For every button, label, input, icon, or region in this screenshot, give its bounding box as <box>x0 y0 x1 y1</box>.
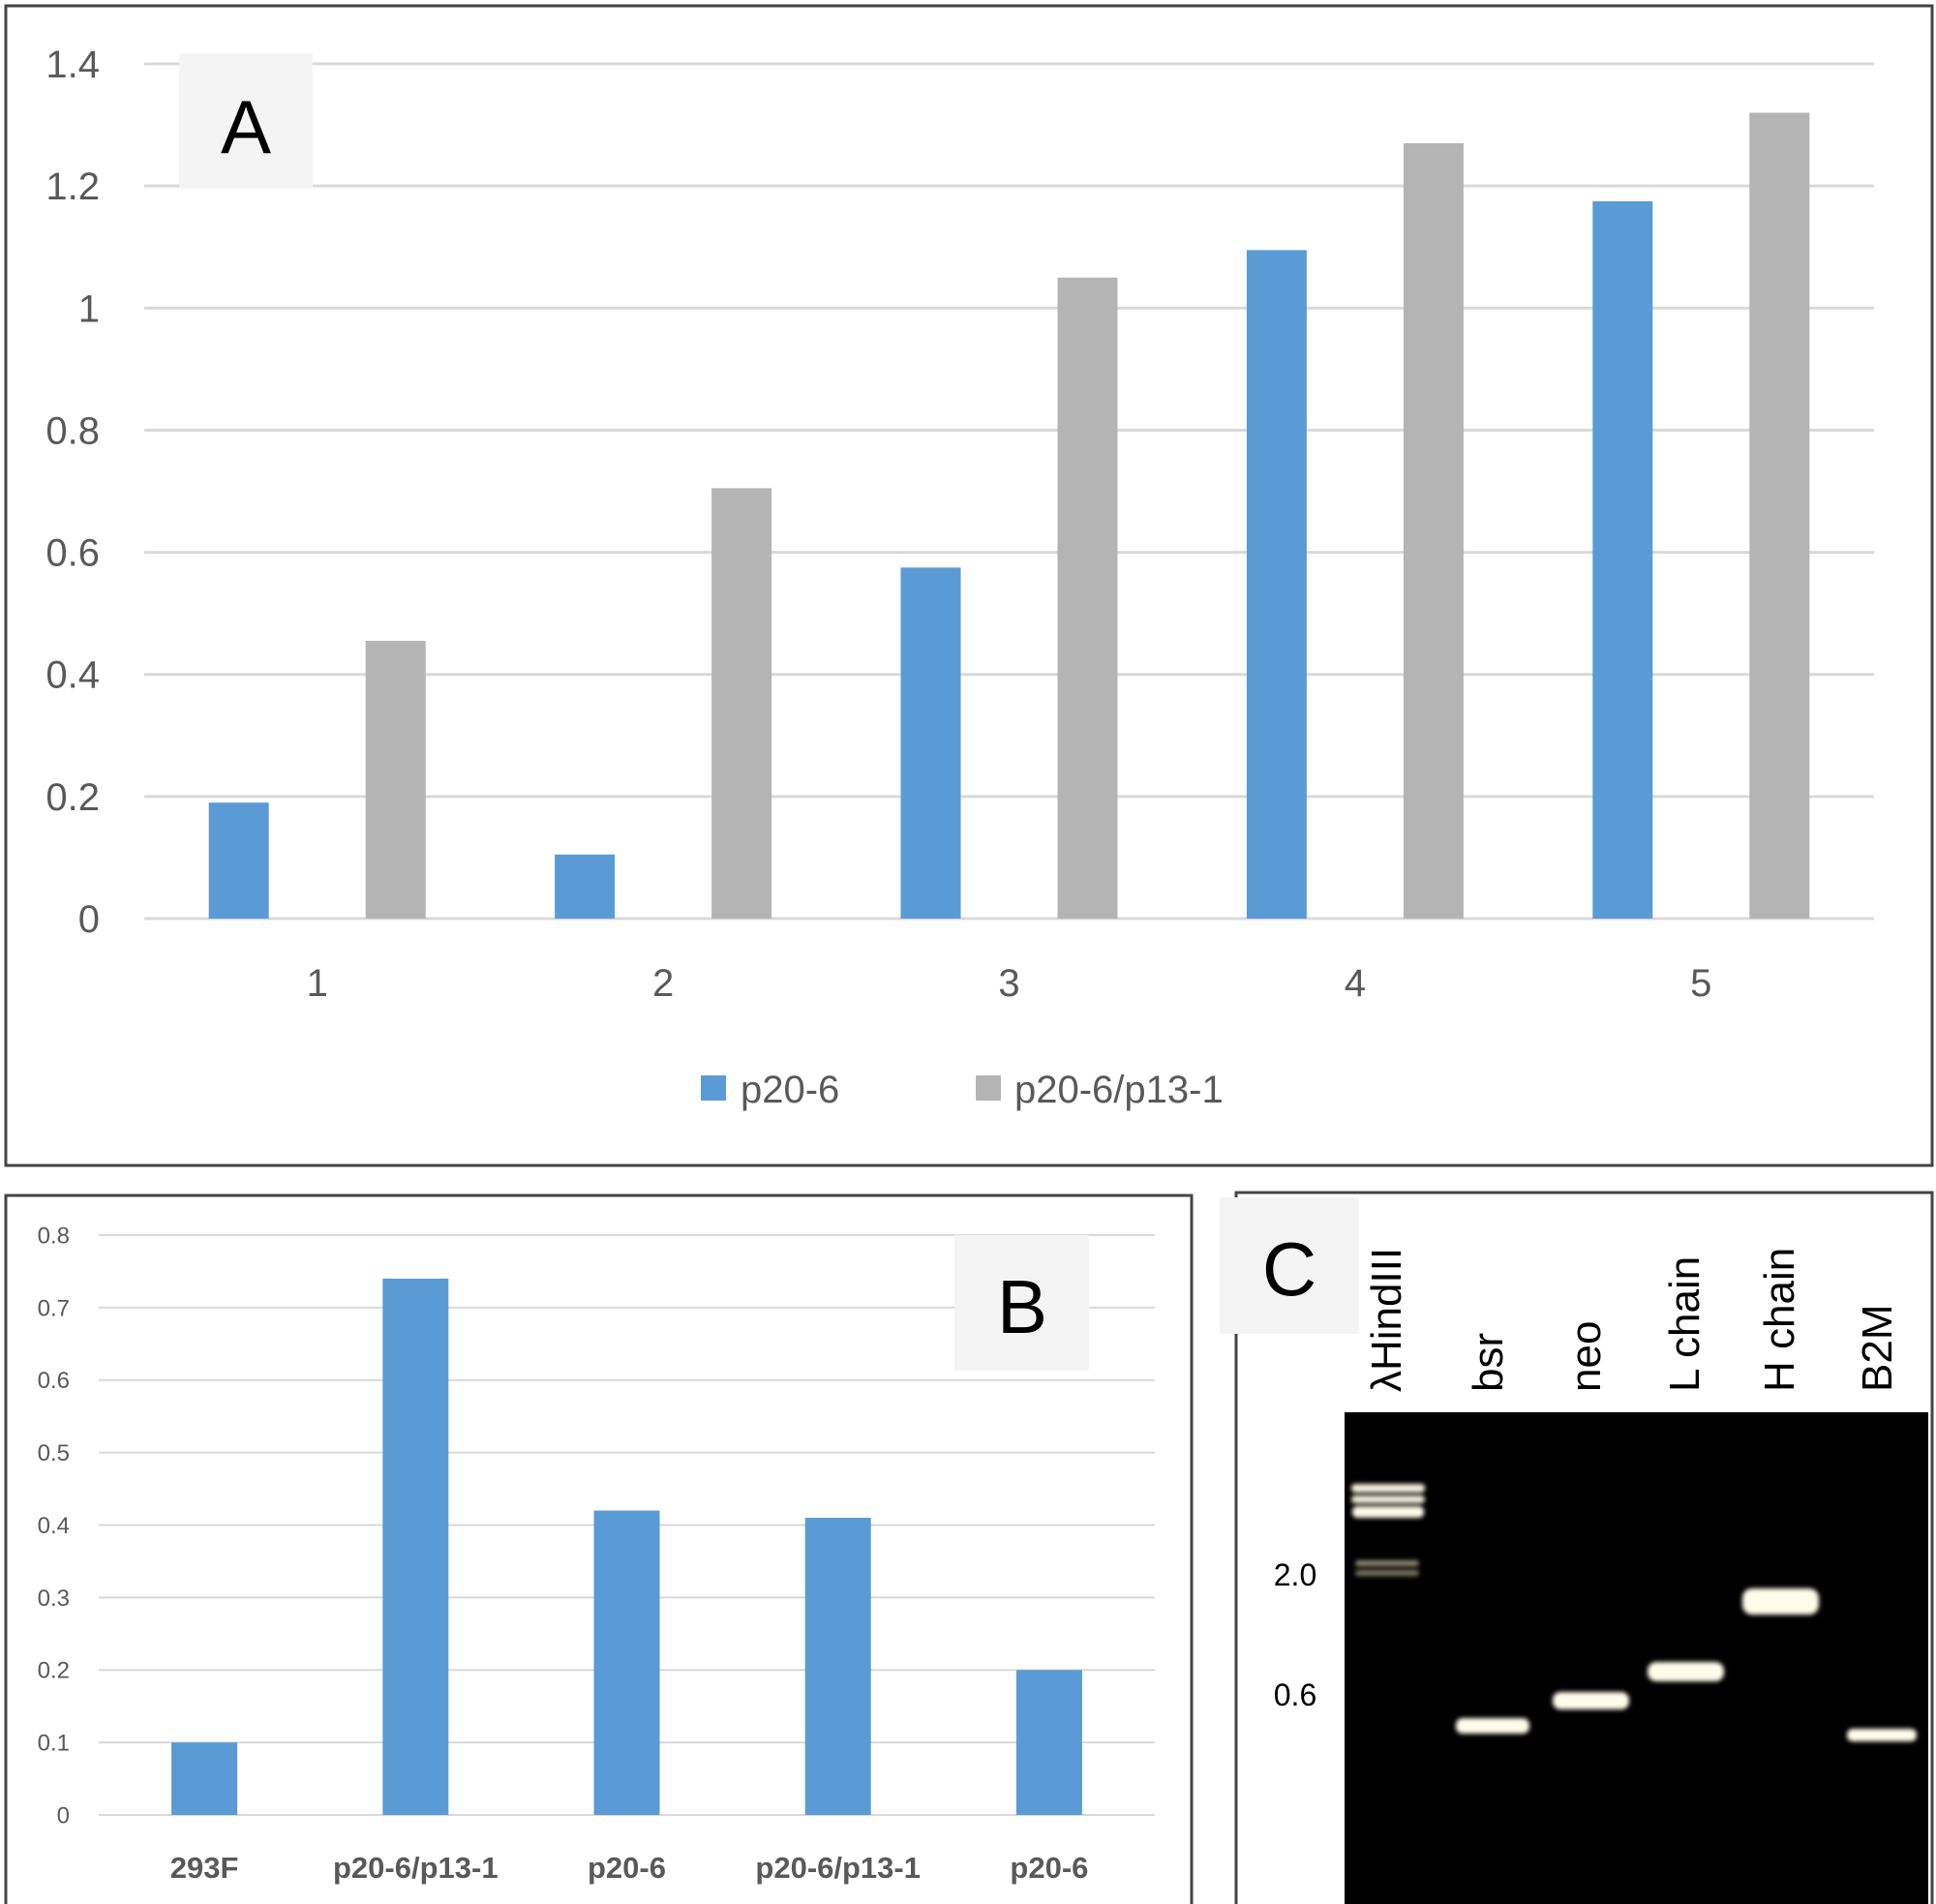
ladder-band <box>1352 1506 1424 1518</box>
y-tick-label: 1.2 <box>45 166 100 208</box>
legend-swatch-p20-6-p13-1 <box>976 1075 1001 1101</box>
bar <box>1015 1670 1082 1815</box>
legend-label-p20-6: p20-6 <box>741 1069 839 1111</box>
panel-a: 0 0.2 0.4 0.6 0.8 1 1.2 1.4 1 2 3 4 5 A p20-6 p20-6… <box>4 4 1934 1167</box>
y-tick-label: 0.6 <box>45 532 100 575</box>
legend-swatch-p20-6 <box>701 1075 726 1101</box>
size-marker-0-6: 0.6 <box>1274 1677 1316 1712</box>
lane-label: neo <box>1562 1321 1610 1392</box>
gel-image <box>1345 1412 1928 1904</box>
panel-b: 0 0.1 0.2 0.3 0.4 0.5 0.6 0.7 0.8 293F p20-6/p13-… <box>4 1194 1194 1904</box>
panel-b-bars <box>171 1278 1082 1815</box>
panel-c: C λHindIII bsr neo L chain H chain B2M 2.0 0.… <box>1220 1191 1934 1904</box>
panel-a-bars <box>208 112 1810 920</box>
y-tick-label: 0.4 <box>38 1513 70 1539</box>
x-tick-label: 4 <box>1345 962 1366 1005</box>
panel-b-label: B <box>997 1264 1047 1349</box>
panel-b-x-ticks: 293F p20-6/p13-1 p20-6 p20-6/p13-1 p20-6 <box>170 1851 1089 1885</box>
bar <box>365 641 426 919</box>
y-tick-label: 0 <box>78 898 100 941</box>
bar <box>1749 112 1810 919</box>
panel-b-y-ticks: 0 0.1 0.2 0.3 0.4 0.5 0.6 0.7 0.8 <box>38 1223 70 1828</box>
x-tick-label: 2 <box>652 962 674 1005</box>
y-tick-label: 0.3 <box>38 1586 70 1612</box>
panel-a-x-ticks: 1 2 3 4 5 <box>307 962 1712 1005</box>
y-tick-label: 0 <box>57 1802 70 1828</box>
panel-a-gridlines <box>144 62 1874 921</box>
bar <box>208 802 269 919</box>
ladder-band <box>1355 1570 1419 1576</box>
panel-c-label-box <box>1220 1197 1359 1334</box>
lane-label: λHindIII <box>1363 1248 1410 1392</box>
bar <box>1246 250 1307 919</box>
x-tick-label: p20-6/p13-1 <box>333 1851 499 1885</box>
x-tick-label: p20-6/p13-1 <box>755 1851 921 1885</box>
band-neo <box>1553 1692 1629 1709</box>
bar <box>900 567 961 919</box>
bar <box>382 1278 449 1815</box>
x-tick-label: p20-6 <box>1010 1851 1088 1885</box>
bar <box>171 1742 238 1815</box>
bar <box>804 1518 871 1815</box>
x-tick-label: 1 <box>307 962 328 1005</box>
gel-lane-labels: λHindIII bsr neo L chain H chain B2M <box>1363 1248 1901 1392</box>
lane-label: B2M <box>1854 1305 1901 1392</box>
y-tick-label: 0.2 <box>45 776 100 819</box>
panel-a-y-ticks: 0 0.2 0.4 0.6 0.8 1 1.2 1.4 <box>45 44 100 941</box>
y-tick-label: 0.7 <box>38 1295 70 1321</box>
y-tick-label: 0.8 <box>45 409 100 452</box>
band-h-chain <box>1742 1588 1819 1615</box>
bar <box>1592 200 1653 920</box>
bar <box>555 854 616 919</box>
ladder-band <box>1351 1496 1425 1503</box>
x-tick-label: 293F <box>170 1851 239 1885</box>
gel-bands <box>1351 1484 1917 1741</box>
y-tick-label: 0.6 <box>38 1368 70 1394</box>
bar <box>1403 142 1464 919</box>
y-tick-label: 0.2 <box>38 1658 70 1684</box>
bar <box>1057 277 1118 919</box>
y-tick-label: 1 <box>78 287 100 330</box>
ladder-band <box>1355 1560 1419 1566</box>
panel-c-label: C <box>1262 1226 1316 1312</box>
bar <box>711 488 772 919</box>
y-tick-label: 0.8 <box>38 1223 70 1249</box>
y-tick-label: 0.5 <box>38 1440 70 1466</box>
ladder-band <box>1351 1484 1425 1493</box>
lane-label: L chain <box>1661 1256 1709 1392</box>
size-marker-2-0: 2.0 <box>1274 1557 1316 1592</box>
band-bsr <box>1456 1718 1529 1734</box>
band-b2m <box>1847 1729 1917 1741</box>
panel-a-label: A <box>221 84 271 169</box>
lane-label: bsr <box>1465 1333 1512 1392</box>
y-tick-label: 1.4 <box>45 44 100 86</box>
panel-a-label-box <box>179 53 313 189</box>
y-tick-label: 0.4 <box>45 654 100 697</box>
legend-label-p20-6-p13-1: p20-6/p13-1 <box>1014 1069 1224 1111</box>
band-l-chain <box>1648 1662 1724 1681</box>
x-tick-label: 3 <box>998 962 1019 1005</box>
x-tick-label: 5 <box>1690 962 1711 1005</box>
bar <box>593 1510 660 1815</box>
panel-b-label-box <box>954 1235 1089 1371</box>
panel-a-legend: p20-6 p20-6/p13-1 <box>701 1069 1224 1111</box>
y-tick-label: 0.1 <box>38 1731 70 1757</box>
x-tick-label: p20-6 <box>588 1851 666 1885</box>
lane-label: H chain <box>1756 1248 1803 1392</box>
